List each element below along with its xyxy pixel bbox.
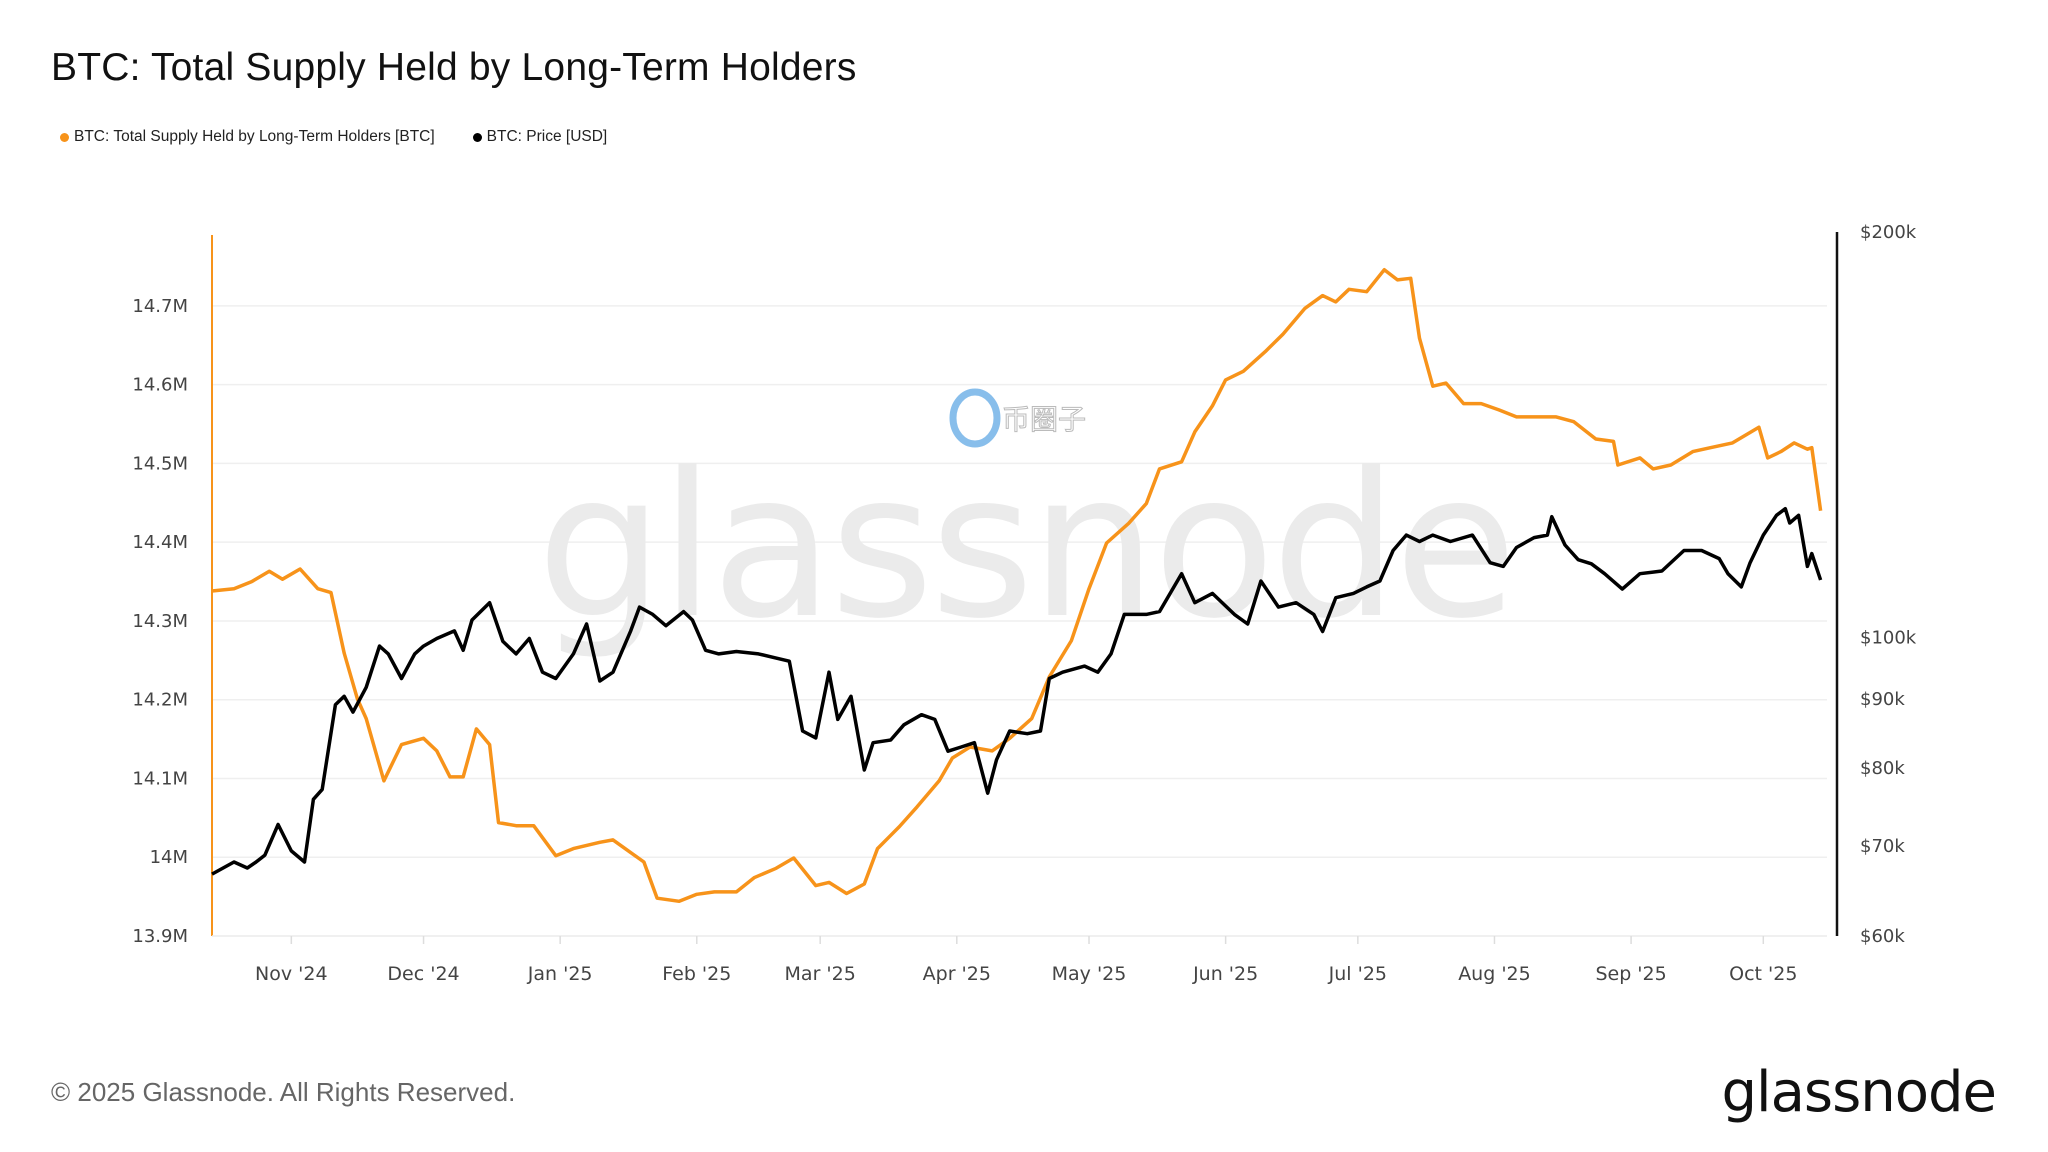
- x-tick-label: Jul '25: [1328, 963, 1387, 985]
- x-tick-label: May '25: [1052, 963, 1127, 985]
- y-left-tick-label: 14.6M: [132, 375, 188, 396]
- watermark-glassnode: glassnode: [537, 430, 1514, 663]
- series-line-lth-supply: [211, 267, 1823, 904]
- x-tick-label: Sep '25: [1595, 963, 1666, 985]
- y-right-tick-label: $100k: [1860, 627, 1917, 648]
- y-right-tick-label: $80k: [1860, 758, 1905, 779]
- y-left-tick-label: 14.1M: [132, 768, 188, 789]
- y-right-tick-label: $60k: [1860, 926, 1905, 947]
- y-left-tick-label: 14M: [150, 847, 188, 868]
- copyright-text: © 2025 Glassnode. All Rights Reserved.: [51, 1077, 516, 1107]
- x-tick-label: Jun '25: [1192, 963, 1258, 985]
- x-tick-label: Jan '25: [527, 963, 593, 985]
- legend-dot-black: [472, 132, 482, 142]
- y-left-tick-label: 13.9M: [132, 926, 188, 947]
- y-left-tick-label: 14.3M: [132, 611, 188, 632]
- legend-item-lth-supply[interactable]: BTC: Total Supply Held by Long-Term Hold…: [60, 128, 435, 146]
- watermark-biquanzi-text: 币圈子: [1002, 403, 1086, 436]
- y-left-tick-label: 14.2M: [132, 690, 188, 711]
- y-right-tick-label: $200k: [1860, 222, 1917, 243]
- watermark-biquanzi-logo: 币圈子: [949, 388, 1087, 448]
- x-tick-label: Apr '25: [923, 963, 991, 985]
- biquanzi-logo-icon: [949, 388, 1001, 448]
- x-tick-label: Dec '24: [387, 963, 459, 985]
- legend-item-price[interactable]: BTC: Price [USD]: [472, 128, 608, 146]
- chart-title: BTC: Total Supply Held by Long-Term Hold…: [51, 46, 857, 89]
- y-right-tick-label: $90k: [1860, 689, 1905, 710]
- x-tick-label: Aug '25: [1458, 963, 1531, 985]
- y-right-tick-label: $70k: [1860, 836, 1905, 857]
- x-tick-label: Feb '25: [662, 963, 731, 985]
- legend-dot-orange: [60, 132, 69, 142]
- glassnode-logo: glassnode: [1721, 1060, 1997, 1125]
- series-line-btc-price: [211, 506, 1823, 876]
- legend-label: BTC: Total Supply Held by Long-Term Hold…: [74, 128, 435, 145]
- y-left-tick-label: 14.4M: [132, 532, 188, 553]
- y-left-tick-label: 14.7M: [132, 296, 188, 317]
- legend: BTC: Total Supply Held by Long-Term Hold…: [60, 128, 607, 146]
- x-tick-label: Nov '24: [255, 963, 328, 985]
- x-tick-label: Oct '25: [1729, 963, 1797, 985]
- y-left-tick-label: 14.5M: [132, 453, 188, 474]
- x-tick-label: Mar '25: [785, 963, 856, 985]
- legend-label: BTC: Price [USD]: [486, 128, 608, 145]
